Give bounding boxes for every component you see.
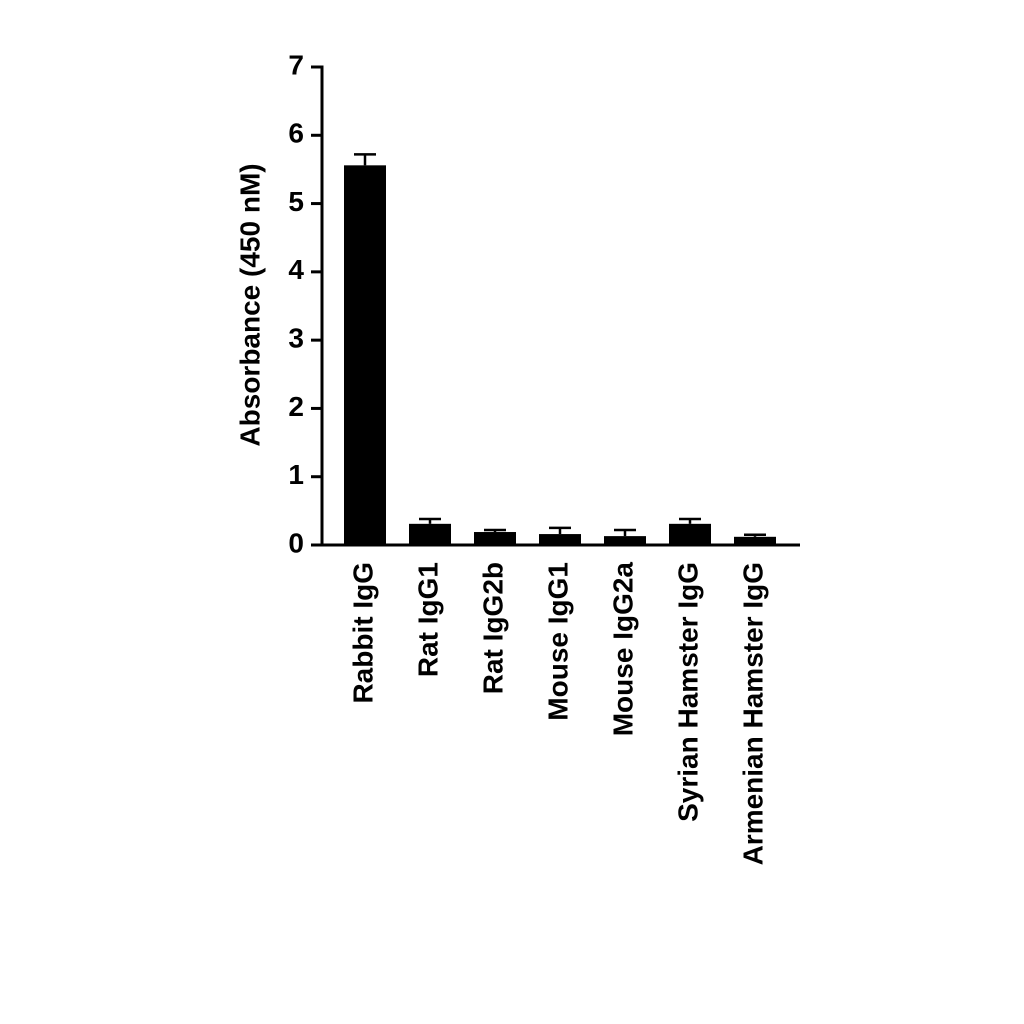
x-tick-label: Rat IgG2b [477,562,508,694]
y-tick-label: 5 [288,186,304,217]
y-tick-label: 0 [288,527,304,558]
y-tick-label: 2 [288,391,304,422]
bar [409,523,451,545]
y-tick-label: 6 [288,118,304,149]
x-tick-label: Rabbit IgG [347,562,378,704]
bar [474,532,516,545]
y-tick-label: 1 [288,459,304,490]
x-tick-label: Mouse IgG2a [607,562,638,737]
bar [734,536,776,545]
bar [539,534,581,545]
x-tick-label: Armenian Hamster IgG [737,562,768,865]
x-tick-label: Rat IgG1 [412,562,443,677]
bar [604,536,646,545]
y-axis-label: Absorbance (450 nM) [234,163,265,446]
y-tick-label: 7 [288,49,304,80]
x-tick-label: Syrian Hamster IgG [672,562,703,822]
x-tick-label: Mouse IgG1 [542,562,573,721]
bar [344,165,386,545]
y-tick-label: 3 [288,323,304,354]
bar [669,523,711,545]
y-tick-label: 4 [288,254,304,285]
